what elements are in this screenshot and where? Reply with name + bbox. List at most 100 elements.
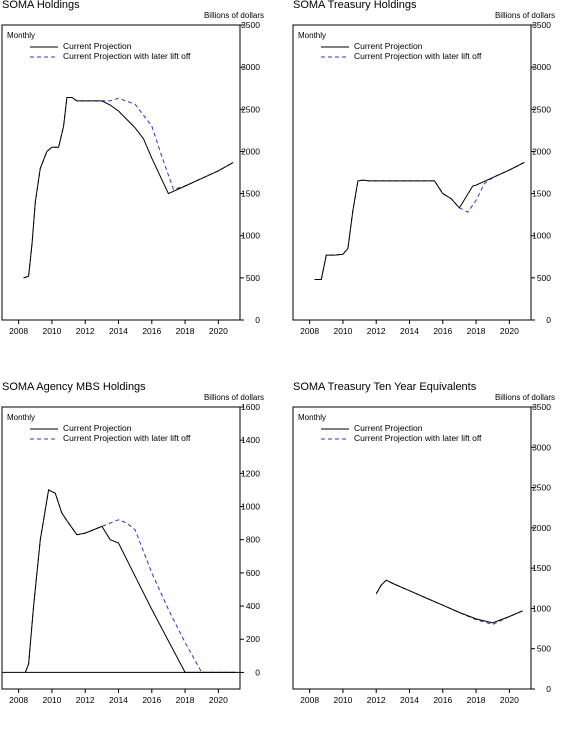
plot-area: 0 200 400 600 800 1000 1200 1400 1600 2008 2010 201… bbox=[1, 402, 260, 705]
units-label: Billions of dollars bbox=[494, 11, 555, 20]
x-tick-label: 2012 bbox=[76, 695, 95, 705]
y-tick-label: 1600 bbox=[241, 402, 260, 412]
chart-soma-agency-mbs-holdings: SOMA Agency MBS Holdings Billions of dol… bbox=[0, 381, 280, 739]
y-tick-label: 3500 bbox=[241, 20, 260, 30]
y-tick-label: 2500 bbox=[532, 483, 551, 493]
series-line-current-projection bbox=[23, 97, 234, 279]
y-tick-label: 2000 bbox=[241, 146, 260, 156]
plot-area: 0 500 1000 1500 2000 2500 3000 3500 2008 2010 2012… bbox=[292, 20, 551, 336]
x-tick-label: 2014 bbox=[109, 326, 128, 336]
x-tick-label: 2020 bbox=[500, 326, 519, 336]
chart-title: SOMA Treasury Ten Year Equivalents bbox=[293, 381, 477, 393]
x-tick-label: 2014 bbox=[400, 326, 419, 336]
series-line-current-projection bbox=[24, 489, 235, 673]
y-tick-label: 1400 bbox=[241, 435, 260, 445]
y-tick-label: 2500 bbox=[241, 104, 260, 114]
x-tick-label: 2008 bbox=[9, 326, 28, 336]
y-tick-label: 2500 bbox=[532, 104, 551, 114]
legend-entry-current-projection: Current Projection bbox=[63, 423, 132, 433]
series-line-later-lift-off bbox=[23, 97, 234, 279]
series-line-later-lift-off bbox=[314, 161, 525, 280]
legend-entry-later-lift-off: Current Projection with later lift off bbox=[354, 433, 482, 443]
legend-entry-later-lift-off: Current Projection with later lift off bbox=[354, 51, 482, 61]
y-tick-label: 200 bbox=[246, 634, 260, 644]
series-line-later-lift-off bbox=[375, 579, 523, 626]
chart-soma-treasury-ten-year-equivalents: SOMA Treasury Ten Year Equivalents Billi… bbox=[291, 381, 561, 739]
x-tick-label: 2018 bbox=[176, 326, 195, 336]
y-tick-label: 3500 bbox=[532, 402, 551, 412]
series-line-current-projection bbox=[375, 579, 523, 624]
y-tick-label: 400 bbox=[246, 601, 260, 611]
plot-area: 0 500 1000 1500 2000 2500 3000 3500 2008 2010 2012… bbox=[292, 402, 551, 705]
x-tick-label: 2008 bbox=[9, 695, 28, 705]
y-tick-label: 1500 bbox=[532, 189, 551, 199]
plot-frame bbox=[1, 406, 241, 690]
units-label: Billions of dollars bbox=[203, 11, 264, 20]
series-line-current-projection bbox=[314, 161, 525, 280]
x-tick-label: 2008 bbox=[300, 326, 319, 336]
chart-soma-holdings: SOMA Holdings Billions of dollars Monthl… bbox=[0, 0, 280, 357]
chart-title: SOMA Agency MBS Holdings bbox=[2, 381, 146, 393]
x-tick-label: 2012 bbox=[76, 326, 95, 336]
y-tick-label: 1000 bbox=[241, 231, 260, 241]
x-tick-label: 2008 bbox=[300, 695, 319, 705]
y-tick-label: 0 bbox=[255, 315, 260, 325]
y-tick-label: 3000 bbox=[241, 62, 260, 72]
legend-entry-current-projection: Current Projection bbox=[63, 41, 132, 51]
y-tick-label: 1500 bbox=[241, 189, 260, 199]
y-tick-label: 1200 bbox=[241, 468, 260, 478]
frequency-label: Monthly bbox=[7, 31, 36, 40]
units-label: Billions of dollars bbox=[494, 393, 555, 402]
y-tick-label: 3000 bbox=[532, 62, 551, 72]
x-tick-label: 2012 bbox=[367, 695, 386, 705]
x-tick-label: 2016 bbox=[433, 326, 452, 336]
x-tick-label: 2020 bbox=[209, 695, 228, 705]
x-tick-label: 2010 bbox=[333, 326, 352, 336]
x-tick-label: 2010 bbox=[333, 695, 352, 705]
frequency-label: Monthly bbox=[7, 413, 36, 422]
x-tick-label: 2012 bbox=[367, 326, 386, 336]
x-tick-label: 2016 bbox=[142, 695, 161, 705]
frequency-label: Monthly bbox=[298, 31, 327, 40]
y-tick-label: 0 bbox=[546, 684, 551, 694]
x-tick-label: 2016 bbox=[142, 326, 161, 336]
x-tick-label: 2018 bbox=[467, 326, 486, 336]
y-tick-label: 3000 bbox=[532, 442, 551, 452]
plot-frame bbox=[292, 24, 532, 321]
plot-frame bbox=[292, 406, 532, 690]
legend-entry-current-projection: Current Projection bbox=[354, 41, 423, 51]
y-tick-label: 2000 bbox=[532, 146, 551, 156]
y-tick-label: 1000 bbox=[241, 502, 260, 512]
legend-entry-later-lift-off: Current Projection with later lift off bbox=[63, 433, 191, 443]
y-tick-label: 600 bbox=[246, 568, 260, 578]
x-tick-label: 2016 bbox=[433, 695, 452, 705]
chart-soma-treasury-holdings: SOMA Treasury Holdings Billions of dolla… bbox=[291, 0, 561, 357]
plot-frame bbox=[1, 24, 241, 321]
x-tick-label: 2018 bbox=[467, 695, 486, 705]
y-tick-label: 1000 bbox=[532, 603, 551, 613]
frequency-label: Monthly bbox=[298, 413, 327, 422]
y-tick-label: 0 bbox=[546, 315, 551, 325]
series-line-later-lift-off bbox=[24, 489, 235, 673]
x-tick-label: 2018 bbox=[176, 695, 195, 705]
chart-title: SOMA Holdings bbox=[2, 0, 80, 11]
x-tick-label: 2010 bbox=[42, 326, 61, 336]
y-tick-label: 500 bbox=[537, 644, 551, 654]
legend-entry-current-projection: Current Projection bbox=[354, 423, 423, 433]
plot-area: 0 500 1000 1500 2000 2500 3000 3500 2008 2010 2012… bbox=[1, 20, 260, 336]
y-tick-label: 0 bbox=[255, 667, 260, 677]
x-tick-label: 2020 bbox=[209, 326, 228, 336]
y-tick-label: 2000 bbox=[532, 523, 551, 533]
y-tick-label: 500 bbox=[537, 273, 551, 283]
y-tick-label: 500 bbox=[246, 273, 260, 283]
x-tick-label: 2020 bbox=[500, 695, 519, 705]
y-tick-label: 3500 bbox=[532, 20, 551, 30]
y-tick-label: 1000 bbox=[532, 231, 551, 241]
x-tick-label: 2014 bbox=[109, 695, 128, 705]
y-tick-label: 1500 bbox=[532, 563, 551, 573]
x-tick-label: 2014 bbox=[400, 695, 419, 705]
chart-title: SOMA Treasury Holdings bbox=[293, 0, 417, 11]
x-tick-label: 2010 bbox=[42, 695, 61, 705]
y-tick-label: 800 bbox=[246, 535, 260, 545]
units-label: Billions of dollars bbox=[203, 393, 264, 402]
